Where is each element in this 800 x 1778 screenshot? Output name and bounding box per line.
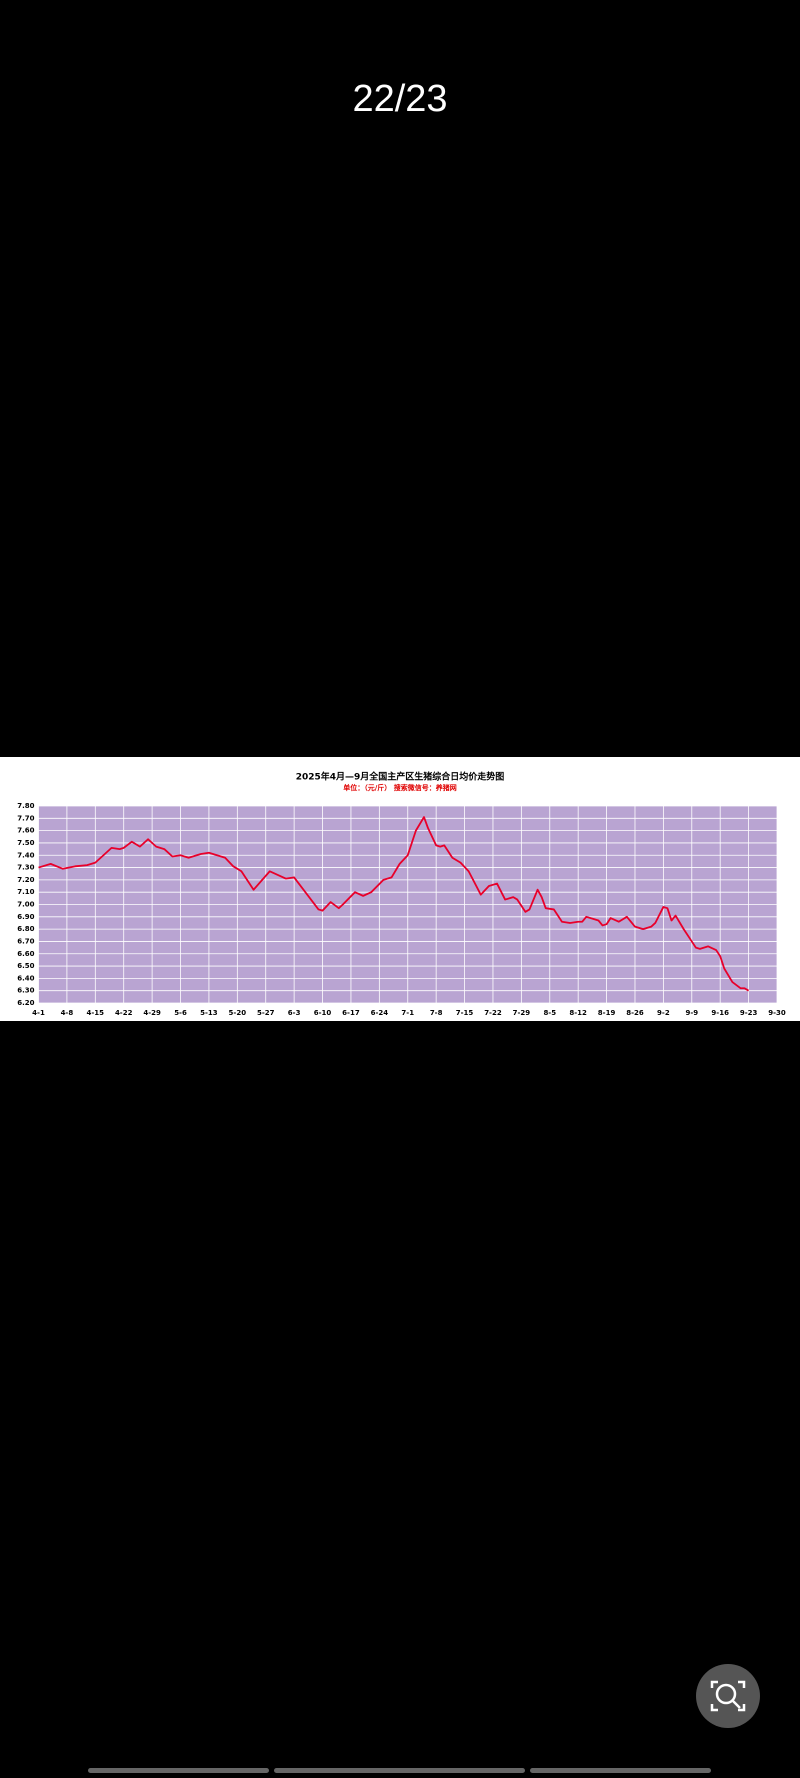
- y-tick-label: 7.30: [17, 864, 34, 872]
- y-tick-label: 7.70: [17, 814, 34, 822]
- x-tick-label: 9-2: [657, 1009, 670, 1017]
- y-tick-label: 6.50: [17, 962, 34, 970]
- scroll-indicator: [88, 1768, 269, 1773]
- x-tick-label: 8-19: [598, 1009, 616, 1017]
- chart-title: 2025年4月—9月全国主产区生猪综合日均价走势图: [296, 771, 505, 783]
- y-tick-label: 6.60: [17, 950, 34, 958]
- page-counter: 22/23: [352, 78, 448, 120]
- y-tick-label: 7.50: [17, 839, 34, 847]
- x-tick-label: 9-30: [768, 1009, 786, 1017]
- x-tick-label: 8-5: [543, 1009, 556, 1017]
- y-tick-label: 6.80: [17, 925, 34, 933]
- x-tick-label: 4-8: [61, 1009, 74, 1017]
- x-tick-label: 9-16: [711, 1009, 729, 1017]
- x-tick-label: 7-15: [456, 1009, 474, 1017]
- x-tick-label: 6-10: [314, 1009, 332, 1017]
- x-tick-label: 7-8: [430, 1009, 443, 1017]
- x-tick-label: 8-26: [626, 1009, 644, 1017]
- x-tick-label: 6-17: [342, 1009, 360, 1017]
- y-tick-label: 7.00: [17, 901, 34, 909]
- y-tick-label: 7.20: [17, 876, 34, 884]
- x-tick-label: 7-22: [484, 1009, 502, 1017]
- x-tick-label: 8-12: [569, 1009, 587, 1017]
- y-tick-label: 6.20: [17, 999, 34, 1007]
- y-tick-label: 7.80: [17, 802, 34, 810]
- x-tick-label: 5-27: [257, 1009, 275, 1017]
- x-tick-label: 4-29: [143, 1009, 161, 1017]
- y-tick-label: 7.10: [17, 888, 34, 896]
- y-tick-label: 6.90: [17, 913, 34, 921]
- x-tick-label: 4-15: [87, 1009, 105, 1017]
- y-tick-label: 6.40: [17, 974, 34, 982]
- x-tick-label: 9-23: [740, 1009, 758, 1017]
- x-tick-label: 4-22: [115, 1009, 133, 1017]
- x-tick-label: 6-3: [288, 1009, 301, 1017]
- scroll-indicator: [530, 1768, 711, 1773]
- price-line: [38, 816, 750, 992]
- x-tick-label: 4-1: [32, 1009, 45, 1017]
- y-tick-label: 6.30: [17, 987, 34, 995]
- scroll-indicator: [274, 1768, 525, 1773]
- x-tick-label: 5-6: [174, 1009, 187, 1017]
- y-tick-label: 7.40: [17, 851, 34, 859]
- chart-subtitle: 单位：（元/斤） 搜索微信号：养猪网: [343, 783, 457, 792]
- x-tick-label: 5-20: [229, 1009, 247, 1017]
- x-tick-label: 7-1: [401, 1009, 414, 1017]
- x-tick-label: 6-24: [371, 1009, 389, 1017]
- x-tick-label: 5-13: [200, 1009, 218, 1017]
- chart: 2025年4月—9月全国主产区生猪综合日均价走势图 单位：（元/斤） 搜索微信号…: [0, 757, 800, 1021]
- y-tick-label: 7.60: [17, 827, 34, 835]
- x-tick-label: 9-9: [685, 1009, 698, 1017]
- lens-button[interactable]: [696, 1664, 760, 1728]
- x-tick-label: 7-29: [513, 1009, 531, 1017]
- y-tick-label: 6.70: [17, 937, 34, 945]
